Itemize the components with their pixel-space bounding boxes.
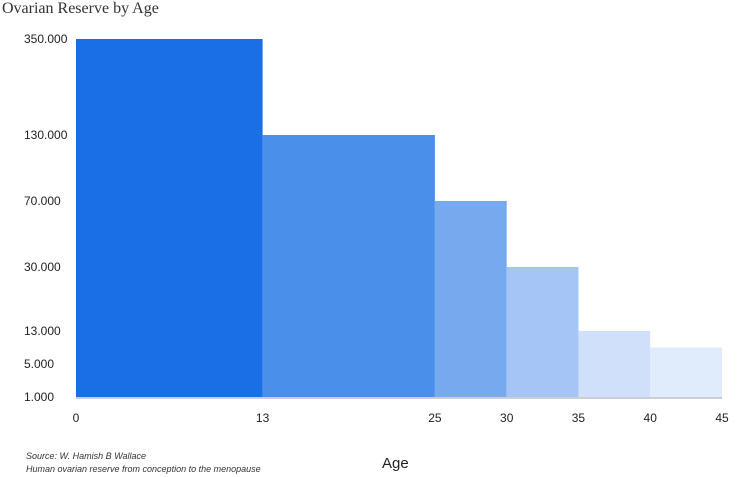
bar-0-13 [76, 39, 263, 397]
y-tick-label: 350.000 [24, 32, 68, 46]
x-tick-label: 25 [428, 411, 442, 425]
x-tick-label: 45 [715, 411, 729, 425]
x-tick-label: 13 [256, 411, 270, 425]
y-tick-label: 5.000 [24, 357, 54, 371]
y-tick-label: 70.000 [24, 194, 61, 208]
chart-title: Ovarian Reserve by Age [2, 0, 159, 17]
x-tick-label: 40 [644, 411, 658, 425]
x-tick-label: 35 [572, 411, 586, 425]
source-note: Source: W. Hamish B Wallace Human ovaria… [26, 450, 261, 476]
bar-35-40 [578, 331, 651, 397]
y-tick-label: 130.000 [24, 128, 68, 142]
x-tick-label: 0 [73, 411, 80, 425]
x-axis-label: Age [382, 455, 409, 472]
source-line-1: Source: W. Hamish B Wallace [26, 451, 147, 461]
x-tick-label: 30 [500, 411, 514, 425]
y-tick-label: 13.000 [24, 324, 61, 338]
y-tick-label: 30.000 [24, 260, 61, 274]
x-tick-labels: 0 13 25 30 35 40 45 [73, 411, 729, 425]
bar-13-25 [262, 135, 435, 397]
source-line-2: Human ovarian reserve from conception to… [26, 464, 261, 474]
y-tick-labels: 350.000 130.000 70.000 30.000 13.000 5.000 1.0… [24, 32, 68, 404]
y-tick-label: 1.000 [24, 390, 54, 404]
bar-40-45 [650, 347, 722, 397]
bars-group [76, 39, 722, 397]
bar-25-30 [434, 201, 507, 397]
bar-30-35 [506, 267, 579, 397]
